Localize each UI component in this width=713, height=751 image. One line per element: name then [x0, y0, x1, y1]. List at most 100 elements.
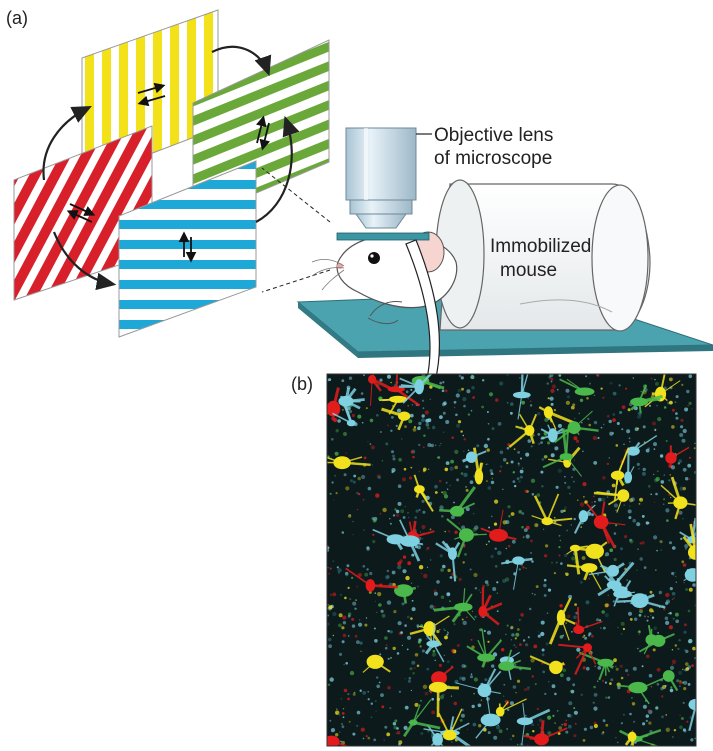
cell-process: [540, 428, 554, 437]
speckle: [431, 697, 435, 701]
cell-process: [518, 557, 533, 562]
speckle: [596, 618, 600, 622]
speckle: [516, 743, 519, 746]
speckle: [594, 665, 596, 668]
cell-process: [574, 647, 589, 675]
speckle: [638, 633, 641, 636]
cell-process: [483, 714, 491, 721]
speckle: [543, 583, 547, 588]
cell-process: [520, 374, 524, 396]
speckle: [663, 474, 665, 476]
speckle: [647, 447, 650, 450]
speckle: [422, 407, 425, 410]
speckle: [521, 525, 524, 529]
speckle: [638, 468, 640, 470]
panel-label-a: (a): [6, 8, 28, 28]
speckle: [637, 548, 639, 550]
cell-process: [691, 530, 696, 541]
cell-process: [604, 661, 615, 669]
speckle: [423, 573, 428, 579]
speckle: [675, 581, 677, 583]
speckle: [398, 690, 402, 693]
speckle: [477, 703, 482, 708]
cell-process: [451, 553, 457, 582]
cell-process: [670, 446, 690, 459]
speckle: [444, 629, 446, 632]
speckle: [597, 497, 602, 502]
speckle: [665, 727, 670, 732]
speckle: [440, 568, 444, 572]
speckle: [593, 461, 598, 465]
speckle: [540, 631, 545, 637]
speckle: [670, 496, 672, 499]
speckle: [675, 575, 677, 578]
speckle: [561, 723, 563, 726]
speckle: [494, 499, 499, 504]
speckle: [525, 567, 527, 569]
cell-process: [540, 720, 545, 740]
speckle: [605, 552, 610, 557]
speckle: [455, 413, 458, 417]
speckle: [392, 722, 397, 726]
speckle: [327, 549, 330, 552]
cell-process: [477, 639, 487, 658]
speckle: [433, 591, 438, 596]
speckle: [581, 556, 586, 560]
speckle: [621, 428, 624, 431]
speckle: [680, 717, 684, 720]
speckle: [549, 374, 554, 378]
cell-process: [547, 517, 573, 523]
speckle: [440, 442, 442, 445]
speckle: [527, 397, 530, 400]
speckle: [606, 496, 609, 498]
speckle: [629, 505, 631, 507]
speckle: [455, 393, 460, 398]
cell-process: [594, 541, 608, 553]
speckle: [347, 586, 350, 590]
speckle: [512, 480, 516, 483]
speckle: [653, 473, 655, 476]
speckle: [610, 678, 614, 682]
speckle: [602, 731, 605, 734]
speckle: [654, 428, 657, 431]
speckle: [387, 686, 391, 690]
speckle: [655, 476, 660, 482]
speckle: [446, 660, 450, 664]
speckle: [617, 626, 619, 629]
speckle: [374, 600, 377, 603]
speckle: [463, 404, 466, 408]
speckle: [443, 494, 449, 499]
speckle: [385, 575, 390, 580]
speckle: [587, 511, 592, 516]
cell-process: [412, 699, 432, 723]
speckle: [530, 552, 532, 554]
speckle: [518, 480, 521, 483]
blue-grating: [118, 160, 257, 338]
speckle: [583, 634, 586, 637]
speckle: [637, 414, 642, 419]
cell-process: [560, 597, 572, 619]
speckle: [397, 565, 402, 570]
speckle: [629, 618, 633, 621]
speckle: [653, 501, 656, 503]
speckle: [671, 663, 674, 666]
speckle: [675, 416, 679, 420]
cell-process: [438, 665, 454, 679]
cell-process: [588, 567, 602, 590]
speckle: [492, 473, 495, 475]
speckle: [545, 642, 549, 646]
speckle: [337, 419, 341, 423]
speckle: [486, 630, 492, 635]
speckle: [457, 420, 462, 424]
speckle: [367, 698, 370, 701]
speckle: [519, 475, 523, 479]
speckle: [629, 539, 634, 544]
speckle: [482, 584, 486, 588]
speckle: [593, 495, 595, 498]
speckle: [430, 559, 432, 561]
cell-process: [547, 410, 575, 425]
speckle: [521, 614, 524, 618]
speckle: [609, 682, 612, 685]
speckle: [333, 417, 338, 423]
speckle: [399, 559, 403, 563]
